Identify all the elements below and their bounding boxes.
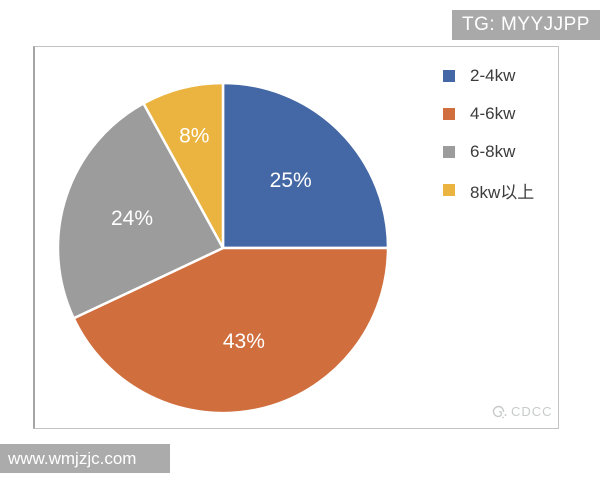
cdcc-watermark: CDCC [490,404,553,419]
legend-item: 8kw以上 [443,177,534,203]
cdcc-watermark-text: CDCC [511,404,553,419]
legend-label: 2-4kw [470,66,516,85]
tg-banner: TG: MYYJJPP [452,10,600,40]
legend-label: 6-8kw [470,142,516,161]
legend-swatch [443,184,455,196]
legend-label: 8kw以上 [470,182,535,202]
legend-swatch [443,146,455,158]
site-watermark-text: www.wmjzjc.com [8,448,137,468]
legend: 2-4kw 4-6kw 6-8kw 8kw以上 [443,63,534,203]
legend-item: 4-6kw [443,101,534,127]
cdcc-swirl-icon [492,405,507,419]
site-watermark-bar: www.wmjzjc.com [0,444,170,473]
legend-swatch [443,70,455,82]
legend-swatch [443,108,455,120]
tg-banner-text: TG: MYYJJPP [462,14,590,35]
legend-item: 2-4kw [443,63,534,89]
legend-label: 4-6kw [470,104,516,123]
legend-item: 6-8kw [443,139,534,165]
